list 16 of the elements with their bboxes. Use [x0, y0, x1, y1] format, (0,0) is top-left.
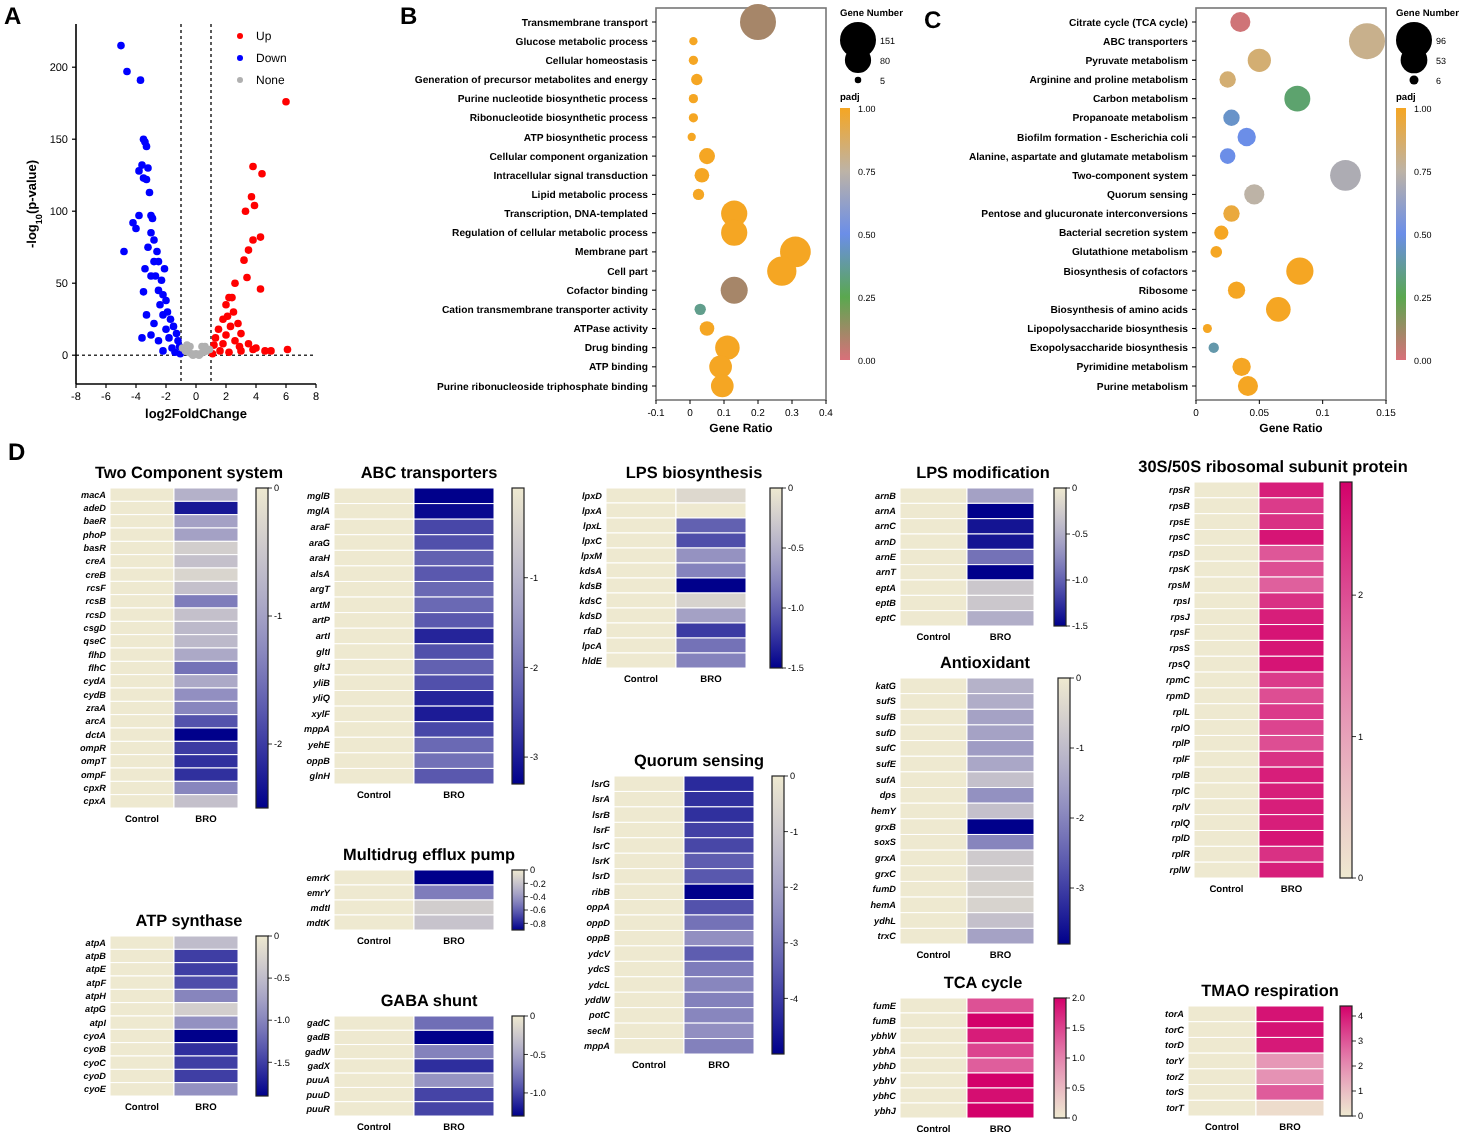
text: A	[4, 2, 22, 30]
chart-title: Two Component system	[94, 464, 284, 482]
text: D	[8, 438, 26, 466]
text: B	[400, 2, 418, 30]
chart-title: TCA cycle	[943, 974, 1024, 992]
chart-title: Multidrug efflux pump	[343, 846, 515, 864]
chart-title: Quorum sensing	[633, 752, 765, 770]
chart-title: Antioxidant	[939, 654, 1031, 672]
chart-title: LPS modification	[916, 464, 1050, 482]
chart-title: TMAO respiration	[1201, 982, 1339, 1000]
chart-title: GABA shunt	[380, 992, 478, 1010]
chart-title: LPS biosynthesis	[625, 464, 764, 482]
chart-title: 30S/50S ribosomal subunit protein	[1138, 458, 1408, 476]
text: C	[924, 6, 942, 34]
chart-title: ABC transporters	[360, 464, 499, 482]
chart-title: ATP synthase	[135, 912, 244, 930]
